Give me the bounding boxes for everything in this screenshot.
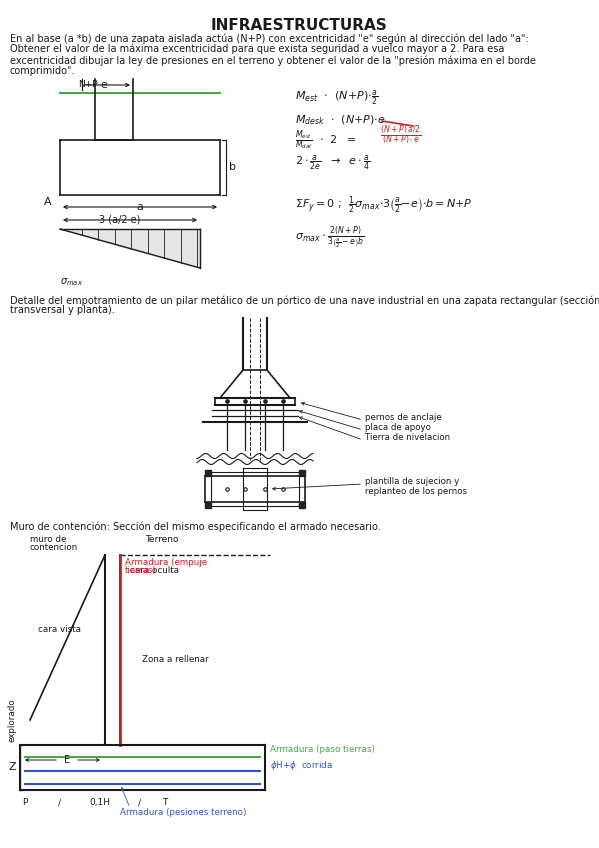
Text: $\Sigma F_y{=}0$ ;  $\frac{1}{2}\sigma_{max}{\cdot}3\left(\frac{a}{2}{-}e\right): $\Sigma F_y{=}0$ ; $\frac{1}{2}\sigma_{m… <box>295 195 473 216</box>
Text: Detalle del empotramiento de un pilar metálico de un pórtico de una nave industr: Detalle del empotramiento de un pilar me… <box>10 295 599 305</box>
Text: cara oculta: cara oculta <box>130 566 179 575</box>
Text: N+P: N+P <box>78 80 98 89</box>
Text: replanteo de los pernos: replanteo de los pernos <box>365 487 467 495</box>
Text: /: / <box>59 798 62 807</box>
Text: $2 \cdot \frac{a}{2e}$  $\rightarrow$  $e \cdot \frac{a}{4}$: $2 \cdot \frac{a}{2e}$ $\rightarrow$ $e … <box>295 153 371 172</box>
Text: $\sigma_{max}$: $\sigma_{max}$ <box>60 276 83 287</box>
Bar <box>205 502 211 508</box>
Text: Armadura (paso tierras): Armadura (paso tierras) <box>270 745 375 755</box>
Bar <box>299 470 305 476</box>
Text: cara vista: cara vista <box>38 625 81 634</box>
Text: comprimido".: comprimido". <box>10 66 75 76</box>
Text: Zona a rellenar: Zona a rellenar <box>141 656 208 665</box>
Text: 0,1H: 0,1H <box>89 798 110 807</box>
Text: excentricidad dibujar la ley de presiones en el terreno y obtener el valor de la: excentricidad dibujar la ley de presione… <box>10 55 536 65</box>
Text: pernos de anclaje: pernos de anclaje <box>365 412 441 421</box>
Text: contencion: contencion <box>30 543 78 552</box>
Text: plantilla de sujecion y: plantilla de sujecion y <box>365 477 459 486</box>
Text: Z: Z <box>8 762 16 772</box>
Text: $\mathit{M}_{est}$  $\cdot$  $(N$$+$$P)$$\cdot$$\frac{a}{2}$: $\mathit{M}_{est}$ $\cdot$ $(N$$+$$P)$$\… <box>295 88 378 107</box>
Text: INFRAESTRUCTURAS: INFRAESTRUCTURAS <box>211 18 388 33</box>
Text: Terreno: Terreno <box>145 535 179 544</box>
Text: explorado: explorado <box>8 698 17 742</box>
Text: $\mathit{M}_{desk}$  $\cdot$  $(N$$+$$P)$$\cdot$$e$: $\mathit{M}_{desk}$ $\cdot$ $(N$$+$$P)$$… <box>295 113 386 126</box>
Text: E: E <box>64 755 70 765</box>
Text: $\frac{\mathit{M}_{est}}{\mathit{M}_{dat}}$  $\cdot$  $2$  $=$: $\frac{\mathit{M}_{est}}{\mathit{M}_{dat… <box>295 128 356 152</box>
Text: $\sigma_{max} \cdot \frac{2(N+P)}{3\left(\frac{a}{2}-e\right)b}$: $\sigma_{max} \cdot \frac{2(N+P)}{3\left… <box>295 225 365 252</box>
Text: Tierra de nivelacion: Tierra de nivelacion <box>365 432 450 442</box>
Text: tierras): tierras) <box>125 566 157 575</box>
Text: Armadura (pesiones terreno): Armadura (pesiones terreno) <box>120 808 247 817</box>
Text: muro de: muro de <box>30 535 66 544</box>
Text: Obtener el valor de la máxima excentricidad para que exista seguridad a vuelco m: Obtener el valor de la máxima excentrici… <box>10 44 504 54</box>
Polygon shape <box>60 229 200 268</box>
Text: P: P <box>22 798 28 807</box>
Text: $\phi$H+$\phi$  corrida: $\phi$H+$\phi$ corrida <box>270 760 333 773</box>
Text: T: T <box>162 798 168 807</box>
Bar <box>299 502 305 508</box>
Text: transversal y planta).: transversal y planta). <box>10 305 115 315</box>
Text: A: A <box>44 197 52 207</box>
Text: a: a <box>137 202 143 212</box>
Text: $\frac{(N+P)\,a/2}{(N+P)\cdot e}$: $\frac{(N+P)\,a/2}{(N+P)\cdot e}$ <box>380 124 422 148</box>
Text: Muro de contención: Sección del mismo especificando el armado necesario.: Muro de contención: Sección del mismo es… <box>10 521 381 532</box>
Text: Armadura (empuje: Armadura (empuje <box>125 558 207 567</box>
Text: 3 (a/2·e): 3 (a/2·e) <box>99 215 141 225</box>
Text: e: e <box>101 80 107 90</box>
Text: En al base (a *b) de una zapata aislada actúa (N+P) con excentricidad "e" según : En al base (a *b) de una zapata aislada … <box>10 33 529 43</box>
Text: /: / <box>138 798 141 807</box>
Text: b: b <box>229 162 236 172</box>
Text: placa de apoyo: placa de apoyo <box>365 422 431 432</box>
Bar <box>205 470 211 476</box>
